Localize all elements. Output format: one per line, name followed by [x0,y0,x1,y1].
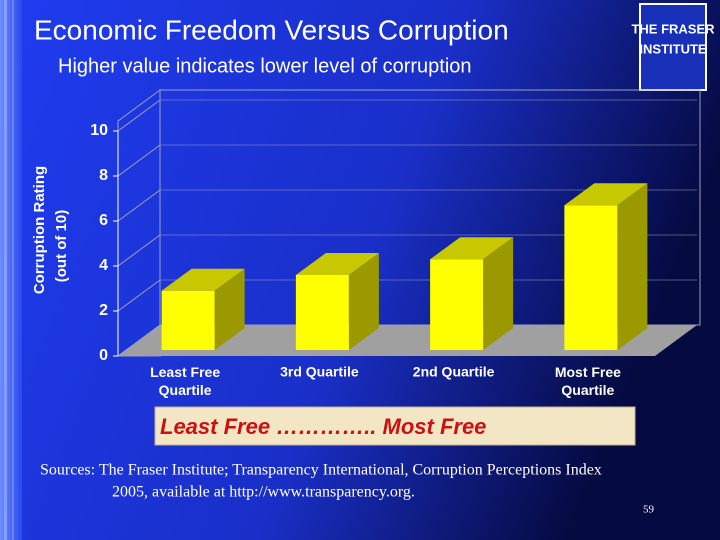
grid-line [117,189,161,222]
y-tick-label: 6 [99,212,108,229]
x-tick-label: 2nd Quartile [413,364,495,380]
bar [161,290,215,350]
grid-line [117,279,161,312]
x-tick-label: Least Free Quartile [150,364,220,398]
y-axis-label: Corruption Rating [31,166,48,294]
x-tick-label: Most Free Quartile [555,364,621,398]
y-tick-label: 10 [90,122,108,139]
sources: Sources: The Fraser Institute; Transpare… [40,462,602,479]
subtitle: Higher value indicates lower level of co… [58,55,472,77]
bar-top [161,268,245,291]
banner-text: Least Free ………….. Most Free [160,414,486,439]
y-tick-label: 8 [99,167,108,184]
bar-top [295,253,379,275]
bar [430,259,484,350]
y-tick-label: 0 [99,347,108,364]
grid-line [117,324,161,357]
logo-box [639,3,707,91]
bar [295,275,349,350]
page-number: 59 [643,504,655,516]
y-tick-label: 2 [99,302,108,319]
plot: 0 2 4 6 8 10 Least Free Quartile 3rd Quartile 2nd… [90,99,697,398]
side-stripe [4,0,7,540]
y-axis-label: (out of 10) [53,210,70,283]
sources: 2005, available at http://www.transparen… [112,484,415,501]
bar-side [483,237,514,350]
title: Economic Freedom Versus Corruption [34,14,509,45]
side-stripe [12,0,14,540]
floor [118,325,697,356]
grid-line [117,144,161,177]
bar-top [430,237,514,260]
bar-side [348,253,379,350]
logo-text: INSTITUTE [639,41,706,56]
bar-side [617,183,648,350]
bar [564,205,618,350]
logo-text: THE FRASER [631,21,715,36]
y-tick-label: 4 [99,257,108,274]
banner-box [154,406,636,446]
side-band [0,0,22,540]
x-tick-label: 3rd Quartile [280,364,359,380]
bar-side [214,268,245,350]
bar-top [564,183,648,206]
grid-line [117,99,161,132]
grid-line [117,234,161,267]
